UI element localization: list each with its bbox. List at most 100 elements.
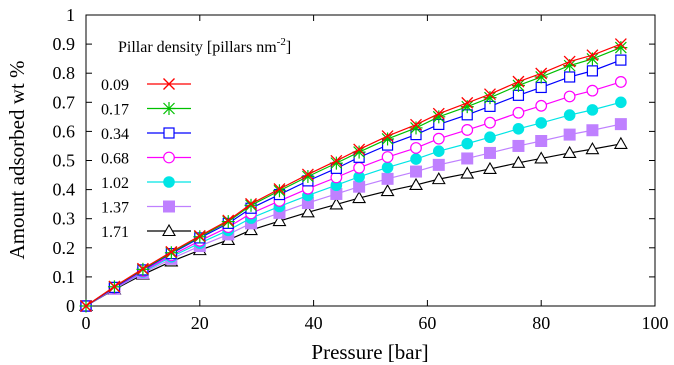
data-point: [534, 151, 549, 164]
data-point: [410, 142, 422, 154]
data-point: [222, 214, 235, 227]
data-point: [511, 155, 526, 168]
legend-title: Pillar density [pillars nm-2]: [118, 36, 291, 56]
data-point: [534, 70, 548, 84]
x-tick-label: 20: [191, 313, 209, 333]
data-point: [273, 183, 286, 195]
legend-marker: [163, 127, 175, 139]
legend-marker: [163, 176, 175, 188]
data-point: [409, 121, 423, 135]
data-point: [563, 109, 576, 121]
legend-label: 1.37: [101, 200, 129, 217]
data-point: [431, 172, 446, 185]
data-point: [432, 107, 445, 120]
data-point: [586, 124, 599, 137]
data-point: [330, 154, 343, 167]
data-point: [410, 165, 423, 178]
legend-entry: 0.17: [101, 102, 191, 119]
legend-label: 0.68: [101, 151, 129, 168]
y-tick-label: 0.2: [53, 238, 76, 258]
series-1.71: [79, 136, 628, 312]
legend-entry: 0.34: [101, 126, 191, 143]
data-point: [614, 76, 627, 88]
data-point: [535, 99, 548, 112]
data-point: [108, 280, 121, 293]
series-0.68: [80, 76, 627, 312]
y-tick-label: 0.6: [53, 121, 76, 141]
data-point: [136, 262, 149, 275]
data-point: [512, 122, 525, 135]
data-point: [562, 145, 577, 158]
series-0.09: [80, 38, 627, 312]
data-point: [409, 177, 423, 190]
legend-label: 0.09: [101, 77, 129, 94]
data-point: [460, 166, 475, 179]
data-point: [381, 132, 395, 146]
x-tick-label: 40: [305, 313, 323, 333]
data-point: [614, 118, 627, 131]
y-tick-label: 0.9: [53, 34, 76, 54]
data-point: [353, 143, 366, 156]
series-1.02: [80, 96, 627, 312]
data-point: [352, 190, 367, 204]
x-tick-label: 80: [532, 313, 550, 333]
data-point: [563, 128, 576, 141]
data-point: [586, 65, 599, 77]
y-tick-label: 0.3: [53, 209, 76, 229]
data-point: [586, 49, 599, 62]
data-point: [432, 158, 445, 171]
data-point: [353, 161, 366, 174]
y-tick-label: 0.5: [53, 151, 76, 171]
legend: Pillar density [pillars nm-2] 0.09 0.17 0.…: [101, 36, 291, 241]
data-point: [272, 184, 286, 198]
data-point: [535, 117, 548, 129]
y-tick-label: 0.8: [53, 63, 76, 83]
legend-marker: [162, 223, 176, 237]
data-point: [381, 172, 394, 185]
legend-marker: [163, 151, 175, 164]
data-point: [563, 55, 576, 68]
data-point: [484, 88, 496, 101]
data-point: [244, 198, 258, 212]
data-point: [410, 118, 422, 131]
y-tick-label: 0.4: [53, 180, 76, 200]
y-tick-label: 0.1: [53, 267, 76, 287]
legend-entry: 1.37: [101, 200, 191, 217]
data-point: [585, 142, 600, 155]
series-group: [79, 38, 628, 313]
data-point: [483, 146, 496, 159]
legend-marker: [162, 102, 176, 115]
data-point: [483, 161, 497, 174]
legend-entry: 0.09: [101, 77, 191, 94]
data-point: [615, 54, 627, 66]
legend-label: 0.17: [101, 102, 129, 119]
legend-entry: 0.68: [101, 151, 191, 168]
legend-marker: [163, 200, 175, 213]
data-point: [380, 183, 395, 197]
data-point: [193, 229, 206, 242]
data-point: [329, 197, 344, 210]
data-point: [461, 137, 474, 150]
data-point: [381, 151, 394, 163]
legend-label: 1.02: [101, 175, 129, 192]
data-point: [301, 168, 314, 181]
data-point: [615, 96, 627, 109]
x-tick-label: 0: [82, 313, 91, 333]
data-point: [461, 124, 474, 136]
data-point: [586, 84, 599, 97]
legend-title-end: ]: [286, 39, 291, 56]
legend-title-superscript: -2: [277, 36, 286, 48]
data-point: [410, 153, 422, 165]
legend-entries: 0.09 0.17 0.34 0.68 1.02 1.37 1.71: [101, 77, 191, 241]
data-point: [461, 96, 474, 109]
data-point: [353, 180, 366, 193]
data-point: [272, 213, 287, 227]
data-point: [245, 197, 257, 210]
series-line: [85, 123, 621, 307]
data-point: [300, 205, 315, 218]
axes: 0 20 40 60 80 100 0 0.1 0.2 0.3 0.4 0.5 0.6 0.7 0.8 0.9…: [53, 5, 669, 333]
data-point: [381, 130, 394, 143]
data-point: [432, 132, 445, 145]
y-tick-label: 0.7: [53, 92, 76, 112]
y-axis-label: Amount adsorbed wt %: [5, 61, 29, 260]
